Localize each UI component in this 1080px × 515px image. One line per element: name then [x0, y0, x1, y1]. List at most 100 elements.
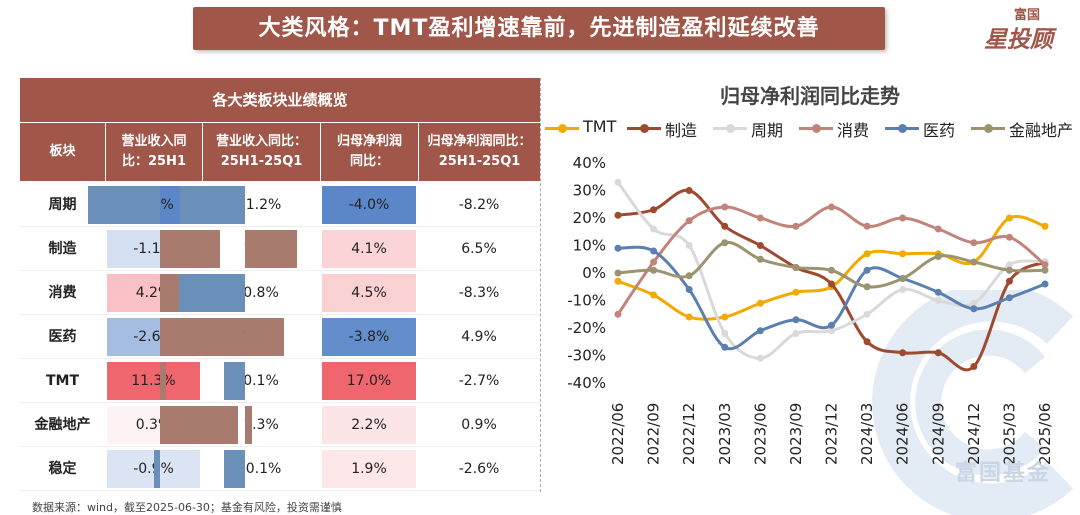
data-point	[685, 217, 693, 225]
x-tick-label: 2023/03	[716, 403, 734, 465]
cell-value-np: 17.0%	[346, 373, 392, 389]
data-point	[614, 269, 622, 277]
row-label: TMT	[45, 373, 80, 389]
data-bar-np-d	[245, 406, 253, 444]
footnote: 数据来源：wind，截至2025-06-30；基金有风险，投资需谨慎	[32, 501, 342, 514]
legend-marker	[640, 124, 649, 133]
cell-value-np-d: 0.9%	[461, 417, 497, 433]
data-bar-np-d	[245, 318, 284, 356]
data-bar-rev-d	[160, 406, 238, 444]
data-point	[650, 225, 658, 233]
page-title: 大类风格：TMT盈利增速靠前，先进制造盈利延续改善	[258, 16, 820, 41]
data-point	[756, 255, 764, 263]
row-label: 稳定	[48, 461, 77, 477]
cell-value-np: -3.8%	[348, 329, 390, 345]
cell-value-np-d: 4.9%	[461, 329, 497, 345]
legend-marker	[898, 124, 907, 133]
data-point	[863, 266, 871, 274]
y-tick-label: -20%	[567, 319, 606, 337]
header-line: 营业收入同	[121, 134, 187, 149]
cell-value-rev: -0.9%	[105, 447, 202, 491]
y-tick-label: -10%	[567, 292, 606, 310]
header-line: 归母净利润	[336, 134, 402, 149]
row-label: 金融地产	[34, 417, 91, 433]
data-point	[863, 222, 871, 230]
cell-value-rev-d: 0.1%	[243, 373, 279, 389]
data-point	[650, 266, 658, 274]
data-point	[970, 305, 978, 313]
cell-value-np: -4.0%	[348, 197, 390, 213]
title-banner: 大类风格：TMT盈利增速靠前，先进制造盈利延续改善	[193, 7, 885, 50]
data-bar-rev-d	[88, 186, 160, 224]
data-point	[614, 310, 622, 318]
x-tick-label: 2023/12	[823, 403, 841, 465]
row-separator	[20, 490, 540, 491]
heat-cell-np	[322, 274, 416, 312]
header-sector: 板块	[20, 123, 105, 181]
section-divider	[540, 78, 541, 492]
data-point	[970, 258, 978, 266]
row-separator	[20, 314, 540, 315]
row-label: 消费	[48, 285, 77, 301]
data-point	[685, 242, 693, 249]
legend-label: TMT	[583, 117, 617, 136]
data-bar-np-d	[223, 362, 245, 400]
logo-top-text: 富国	[1014, 8, 1041, 23]
data-bar-rev-d	[160, 362, 166, 400]
header-rev: 营业收入同比：25H1	[105, 123, 202, 181]
data-point	[863, 310, 871, 318]
data-point	[863, 283, 871, 291]
chart-title: 归母净利润同比走势	[720, 84, 900, 108]
cell-value-rev-d: 0.8%	[243, 285, 279, 301]
data-point	[899, 275, 907, 282]
cell-value-np-d: -2.6%	[458, 461, 500, 477]
data-point	[650, 247, 658, 255]
data-point	[1005, 214, 1013, 222]
data-point	[685, 286, 693, 293]
data-point	[970, 363, 978, 370]
data-point	[792, 330, 800, 337]
header-rev-d: 营业收入同比： 25H1-25Q1	[202, 123, 320, 181]
cell-value-rev-d: -1.2%	[240, 197, 282, 213]
header-line: 比：25H1	[121, 154, 186, 169]
cell-value-np: 1.9%	[351, 461, 387, 477]
heat-cell-np	[322, 450, 416, 488]
legend-label: 周期	[751, 121, 784, 140]
x-tick-label: 2023/06	[751, 403, 769, 465]
x-tick-label: 2025/06	[1036, 403, 1054, 465]
data-point	[756, 327, 764, 335]
cell-value-np-d: -8.3%	[458, 285, 500, 301]
data-point	[721, 239, 729, 247]
logo-main-text: 星投顾	[984, 27, 1053, 53]
data-bar-rev-d	[160, 318, 250, 356]
data-point	[721, 330, 729, 337]
data-bar-rev-d	[154, 450, 160, 488]
data-point	[934, 253, 942, 260]
data-point	[1005, 233, 1013, 241]
cell-value-np: 4.5%	[351, 285, 387, 301]
y-tick-label: 40%	[573, 154, 606, 172]
data-point	[685, 313, 693, 321]
legend-marker	[812, 124, 821, 133]
row-label: 周期	[48, 197, 77, 213]
data-point	[1041, 261, 1049, 269]
cell-value-rev-d: -0.1%	[240, 461, 282, 477]
heat-cell-np	[322, 186, 416, 224]
data-point	[756, 299, 764, 307]
heat-cell-np	[322, 362, 416, 400]
data-point	[792, 316, 800, 324]
data-point	[828, 327, 835, 335]
row-separator	[20, 402, 540, 403]
x-tick-label: 2024/09	[929, 403, 947, 465]
data-point	[1005, 277, 1013, 285]
legend-label: 消费	[837, 121, 870, 140]
data-bar-np-d	[179, 186, 245, 224]
data-point	[970, 299, 978, 307]
x-tick-label: 2022/12	[680, 403, 698, 465]
data-point	[614, 244, 622, 252]
data-point	[721, 222, 729, 230]
y-tick-label: -30%	[567, 347, 606, 365]
cell-value-rev: 11.3%	[131, 373, 176, 389]
data-point	[650, 291, 658, 299]
header-line: 同比：	[349, 154, 389, 169]
